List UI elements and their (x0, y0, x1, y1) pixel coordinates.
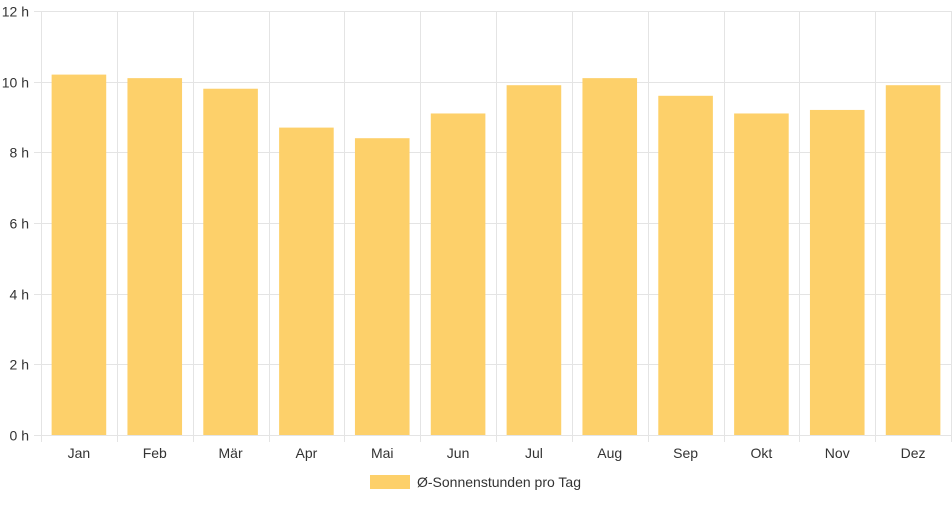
x-tick-label: Nov (825, 445, 850, 461)
y-tick-label: 0 h (10, 428, 29, 444)
bar-feb[interactable] (127, 78, 183, 435)
x-tick-label: Mai (371, 445, 394, 461)
bar-mai[interactable] (354, 138, 410, 435)
y-axis: 0 h 2 h 4 h 6 h 8 h 10 h 12 h (2, 4, 29, 444)
legend[interactable]: Ø-Sonnenstunden pro Tag (370, 474, 581, 490)
y-tick-label: 12 h (2, 4, 29, 20)
y-tick-label: 8 h (10, 145, 29, 161)
bar-jul[interactable] (506, 85, 562, 435)
bar-sep[interactable] (658, 95, 713, 436)
y-tick-label: 2 h (10, 357, 29, 373)
bar-jan[interactable] (51, 74, 107, 435)
x-tick-label: Aug (597, 445, 622, 461)
x-axis: Jan Feb Mär Apr Mai Jun Jul Aug Sep Okt Nov Dez (68, 445, 926, 461)
bar-nov[interactable] (809, 109, 865, 435)
x-tick-label: Sep (673, 445, 698, 461)
grid-lines (34, 11, 952, 442)
x-tick-label: Apr (296, 445, 318, 461)
x-tick-label: Feb (143, 445, 167, 461)
bar-apr[interactable] (279, 127, 334, 435)
legend-swatch[interactable] (370, 475, 410, 489)
bar-okt[interactable] (734, 113, 789, 435)
y-tick-label: 10 h (2, 75, 29, 91)
bar-aug[interactable] (582, 78, 638, 435)
x-tick-label: Jul (525, 445, 543, 461)
legend-label[interactable]: Ø-Sonnenstunden pro Tag (417, 474, 581, 490)
x-tick-label: Okt (751, 445, 773, 461)
y-tick-label: 4 h (10, 287, 29, 303)
x-tick-label: Jun (447, 445, 470, 461)
bar-mär[interactable] (203, 88, 258, 435)
y-tick-label: 6 h (10, 216, 29, 232)
bar-jun[interactable] (430, 113, 486, 435)
x-tick-label: Jan (68, 445, 91, 461)
bars (51, 74, 941, 436)
x-tick-label: Mär (219, 445, 243, 461)
x-tick-label: Dez (901, 445, 926, 461)
bar-dez[interactable] (885, 85, 941, 435)
